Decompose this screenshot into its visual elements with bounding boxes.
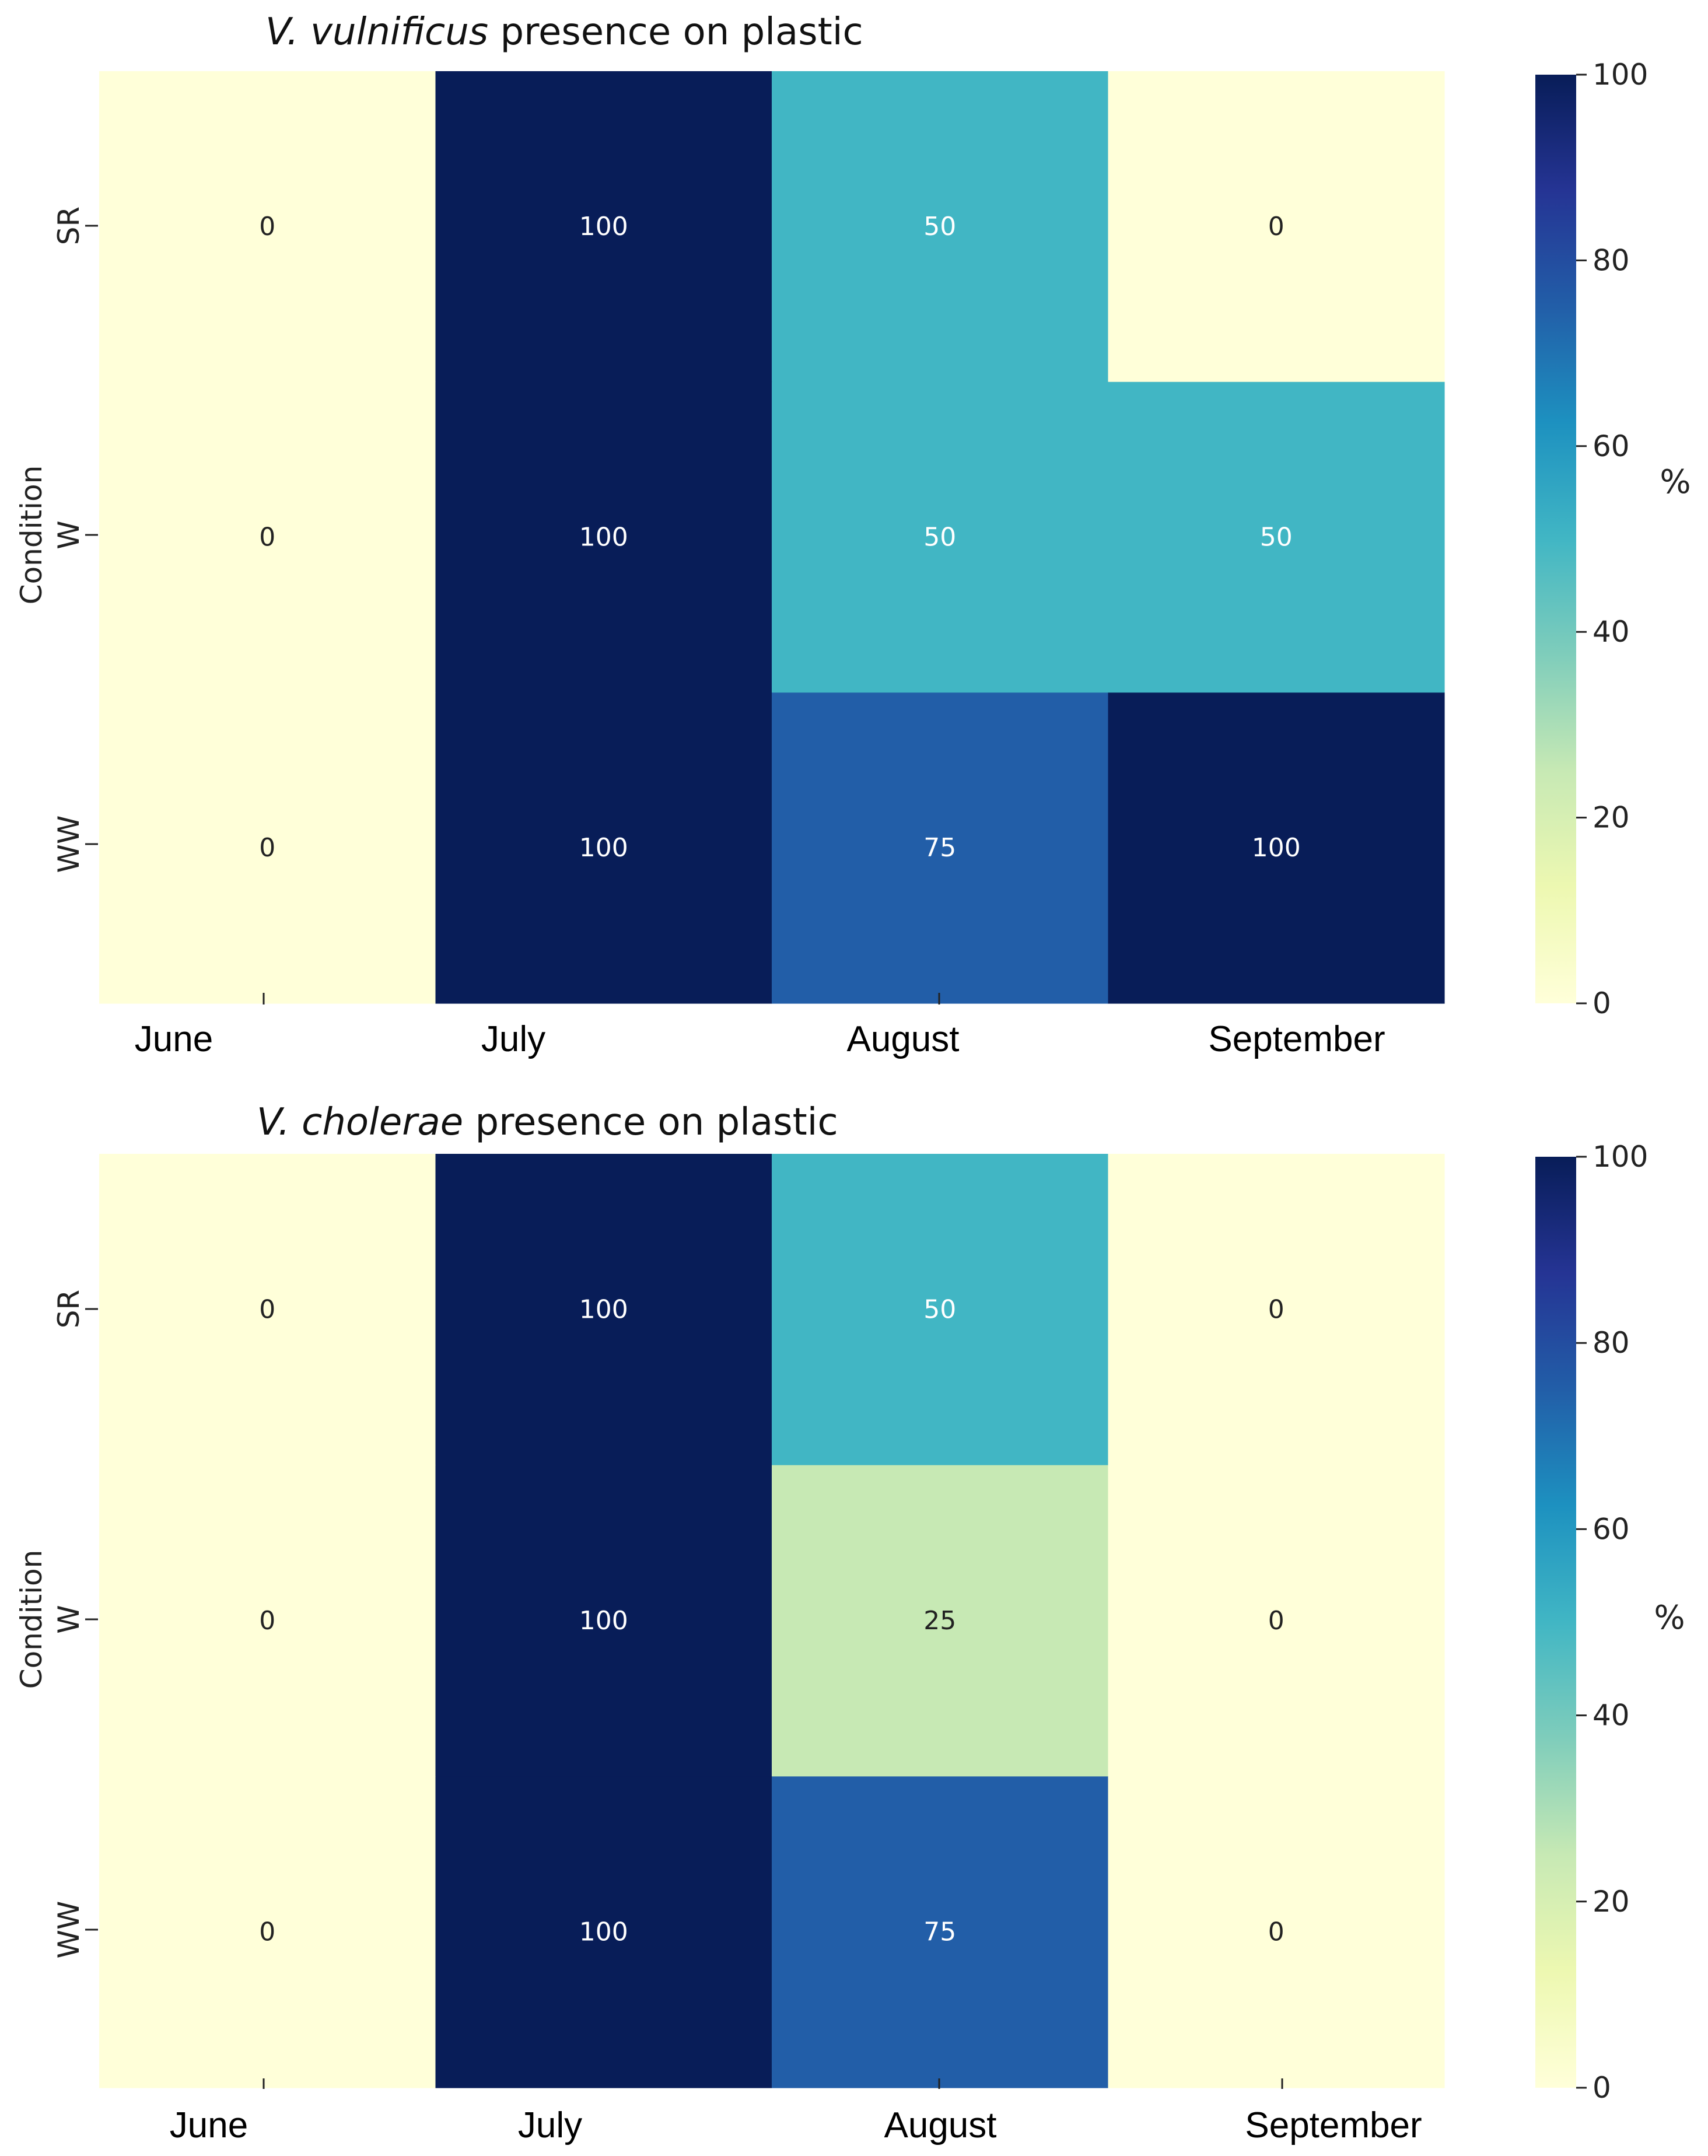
colorbar-tick-label: 20: [1592, 1885, 1630, 1919]
cell-label: 50: [923, 523, 956, 552]
x-tick-label: June: [135, 1019, 213, 1059]
colorbar-tick-label: 80: [1592, 243, 1630, 277]
heatmap-cell: [1108, 71, 1445, 383]
x-axis: June July August September: [170, 2078, 1422, 2146]
cell-label: 100: [579, 523, 628, 552]
y-axis-label: Condition: [15, 466, 48, 605]
heatmap-cell: [772, 1465, 1109, 1777]
colorbar-tick-label: 60: [1592, 1512, 1630, 1546]
colorbar-tick-label: 80: [1592, 1326, 1630, 1360]
colorbar: 0 20 40 60 80 100 %: [1535, 1140, 1685, 2105]
cell-label: 0: [259, 833, 275, 863]
cell-label: 100: [579, 833, 628, 863]
heatmap-cell: [1108, 1465, 1445, 1777]
heatmap-cell: [1108, 1154, 1445, 1466]
x-tick-label: July: [518, 2105, 582, 2146]
cell-label: 75: [923, 833, 956, 863]
cell-label: 0: [1268, 212, 1284, 242]
heatmap-cell: [99, 692, 436, 1004]
colorbar-tick-label: 60: [1592, 429, 1630, 463]
heatmap-cell: [1108, 692, 1445, 1004]
cell-labels: 0 100 50 0 0 100 25 0 0 100 75 0: [259, 1294, 1284, 1947]
y-tick-label: W: [52, 520, 86, 549]
cell-label: 0: [1268, 1917, 1284, 1947]
cell-label: 0: [259, 1917, 275, 1947]
heatmap-cells: [99, 71, 1445, 1004]
x-tick-label: June: [170, 2105, 248, 2146]
y-tick-label: SR: [52, 206, 86, 245]
title-species: V. vulnificus: [265, 10, 488, 54]
heatmap-cell: [772, 71, 1109, 383]
heatmap-cell: [435, 1776, 772, 2088]
cell-label: 100: [1252, 833, 1301, 863]
cell-label: 50: [923, 212, 956, 242]
cell-label: 100: [579, 1917, 628, 1947]
y-tick-label: WW: [52, 1901, 86, 1959]
colorbar-tick-label: 0: [1592, 986, 1611, 1020]
colorbar-gradient: [1535, 75, 1576, 1003]
heatmap-cell: [99, 1465, 436, 1777]
heatmap-cell: [435, 1154, 772, 1466]
cell-label: 0: [1268, 1606, 1284, 1636]
y-tick-label: W: [52, 1605, 86, 1633]
x-tick-label: September: [1208, 1019, 1385, 1059]
colorbar-tick-label: 100: [1592, 58, 1648, 92]
cell-label: 25: [923, 1606, 956, 1636]
cell-label: 0: [259, 523, 275, 552]
cell-label: 50: [923, 1294, 956, 1324]
colorbar-label: %: [1660, 463, 1690, 501]
cell-labels: 0 100 50 0 0 100 50 50 0 100 75 100: [259, 212, 1300, 863]
cell-label: 100: [579, 212, 628, 242]
colorbar-tick-label: 100: [1592, 1140, 1648, 1174]
heatmap-cell: [772, 1776, 1109, 2088]
heatmap-cell: [435, 382, 772, 693]
colorbar-label: %: [1654, 1599, 1685, 1637]
heatmap-cell: [99, 1154, 436, 1466]
y-tick-label: WW: [52, 816, 86, 873]
heatmap-cell: [1108, 1776, 1445, 2088]
cell-label: 100: [579, 1606, 628, 1636]
chart-title: V. cholerae presence on plastic: [257, 1101, 838, 1144]
heatmap-cell: [772, 382, 1109, 693]
panel-vulnificus: V. vulnificus presence on plastic 0 100 …: [15, 10, 1691, 1059]
y-axis: SR W WW Condition: [15, 206, 98, 873]
heatmap-cell: [99, 1776, 436, 2088]
x-tick-label: September: [1245, 2105, 1422, 2146]
cell-label: 0: [259, 1606, 275, 1636]
cell-label: 0: [1268, 1294, 1284, 1324]
x-tick-label: July: [481, 1019, 545, 1059]
y-tick-label: SR: [52, 1290, 86, 1328]
cell-label: 0: [259, 1294, 275, 1324]
heatmap-cell: [772, 1154, 1109, 1466]
colorbar-tick-label: 0: [1592, 2071, 1611, 2105]
colorbar-gradient: [1535, 1157, 1576, 2088]
x-tick-label: August: [846, 1019, 959, 1059]
heatmap-cell: [435, 71, 772, 383]
colorbar-tick-label: 40: [1592, 615, 1630, 649]
heatmap-cell: [435, 692, 772, 1004]
cell-label: 75: [923, 1917, 956, 1947]
title-rest: presence on plastic: [463, 1101, 838, 1144]
heatmap-cell: [99, 71, 436, 383]
x-tick-label: August: [884, 2105, 996, 2146]
title-species: V. cholerae: [257, 1101, 463, 1144]
cell-label: 50: [1260, 523, 1293, 552]
cell-label: 100: [579, 1294, 628, 1324]
colorbar-tick-label: 20: [1592, 801, 1630, 835]
y-axis: SR W WW Condition: [15, 1290, 98, 1959]
panel-cholerae: V. cholerae presence on plastic 0 100 50…: [15, 1101, 1685, 2146]
heatmap-cell: [435, 1465, 772, 1777]
colorbar: 0 20 40 60 80 100 %: [1535, 58, 1691, 1020]
heatmap-cell: [772, 692, 1109, 1004]
heatmap-cell: [1108, 382, 1445, 693]
y-axis-label: Condition: [15, 1550, 48, 1689]
chart-title: V. vulnificus presence on plastic: [265, 10, 863, 54]
x-axis: June July August September: [135, 993, 1385, 1059]
heatmap-cells: [99, 1154, 1445, 2088]
title-rest: presence on plastic: [488, 10, 863, 54]
heatmap-cell: [99, 382, 436, 693]
colorbar-tick-label: 40: [1592, 1699, 1630, 1732]
cell-label: 0: [259, 212, 275, 242]
